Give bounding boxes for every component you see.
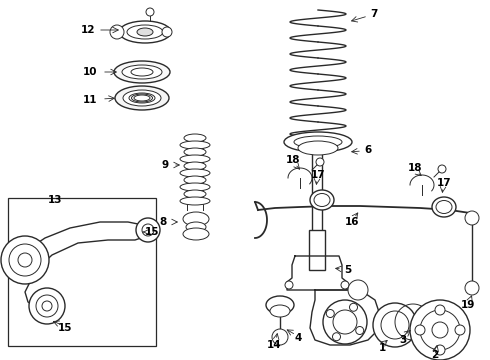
Text: 3: 3 xyxy=(399,335,407,345)
Ellipse shape xyxy=(134,95,150,101)
Ellipse shape xyxy=(131,94,152,102)
Text: 10: 10 xyxy=(83,67,97,77)
Text: 19: 19 xyxy=(461,300,475,310)
Ellipse shape xyxy=(184,176,206,184)
Circle shape xyxy=(9,244,41,276)
Ellipse shape xyxy=(180,183,210,191)
Ellipse shape xyxy=(180,197,210,205)
Text: 12: 12 xyxy=(81,25,95,35)
Bar xyxy=(435,201,453,207)
Text: 9: 9 xyxy=(161,160,169,170)
Text: 8: 8 xyxy=(159,217,167,227)
Ellipse shape xyxy=(180,169,210,177)
Circle shape xyxy=(438,165,446,173)
Text: 15: 15 xyxy=(58,323,72,333)
Ellipse shape xyxy=(314,194,330,207)
Text: 4: 4 xyxy=(294,333,302,343)
Ellipse shape xyxy=(184,162,206,170)
Ellipse shape xyxy=(183,212,209,226)
Text: 2: 2 xyxy=(431,350,439,360)
Ellipse shape xyxy=(115,86,169,110)
Circle shape xyxy=(323,300,367,344)
Ellipse shape xyxy=(131,68,153,76)
Circle shape xyxy=(455,325,465,335)
Ellipse shape xyxy=(122,65,162,79)
Ellipse shape xyxy=(183,228,209,240)
Circle shape xyxy=(146,8,154,16)
Circle shape xyxy=(142,224,154,236)
Circle shape xyxy=(349,303,358,311)
Ellipse shape xyxy=(184,148,206,156)
Text: 13: 13 xyxy=(48,195,62,205)
Ellipse shape xyxy=(284,132,352,152)
Ellipse shape xyxy=(137,28,153,36)
FancyBboxPatch shape xyxy=(8,198,156,346)
Text: 1: 1 xyxy=(378,343,386,353)
Text: 6: 6 xyxy=(365,145,371,155)
Ellipse shape xyxy=(114,61,170,83)
Circle shape xyxy=(110,25,124,39)
Circle shape xyxy=(381,311,409,339)
Ellipse shape xyxy=(436,201,452,213)
Circle shape xyxy=(356,327,364,334)
Circle shape xyxy=(415,325,425,335)
Circle shape xyxy=(136,218,160,242)
Text: 17: 17 xyxy=(437,178,451,188)
Circle shape xyxy=(29,288,65,324)
Circle shape xyxy=(42,301,52,311)
Ellipse shape xyxy=(294,136,342,148)
Circle shape xyxy=(162,27,172,37)
Text: 17: 17 xyxy=(311,170,325,180)
Ellipse shape xyxy=(432,197,456,217)
Circle shape xyxy=(326,310,334,318)
Text: 15: 15 xyxy=(145,227,159,237)
Ellipse shape xyxy=(270,305,290,317)
Text: 11: 11 xyxy=(83,95,97,105)
Ellipse shape xyxy=(298,141,338,155)
Text: 7: 7 xyxy=(370,9,378,19)
Circle shape xyxy=(435,305,445,315)
Ellipse shape xyxy=(123,90,161,106)
Ellipse shape xyxy=(266,296,294,314)
Circle shape xyxy=(410,300,470,360)
Circle shape xyxy=(435,345,445,355)
Ellipse shape xyxy=(184,134,206,142)
Circle shape xyxy=(432,322,448,338)
Ellipse shape xyxy=(119,21,171,43)
Ellipse shape xyxy=(186,222,206,232)
Circle shape xyxy=(465,211,479,225)
Circle shape xyxy=(285,281,293,289)
Circle shape xyxy=(316,158,324,166)
Circle shape xyxy=(465,281,479,295)
Ellipse shape xyxy=(310,190,334,210)
Circle shape xyxy=(373,303,417,347)
Circle shape xyxy=(341,281,349,289)
Circle shape xyxy=(1,236,49,284)
Text: 18: 18 xyxy=(408,163,422,173)
Circle shape xyxy=(420,310,460,350)
Circle shape xyxy=(333,333,341,341)
Circle shape xyxy=(333,310,357,334)
Ellipse shape xyxy=(129,93,155,103)
Text: 5: 5 xyxy=(344,265,352,275)
Ellipse shape xyxy=(180,155,210,163)
Circle shape xyxy=(18,253,32,267)
Ellipse shape xyxy=(127,25,163,39)
Ellipse shape xyxy=(184,190,206,198)
Circle shape xyxy=(36,295,58,317)
Text: 18: 18 xyxy=(286,155,300,165)
Bar xyxy=(309,230,325,270)
Circle shape xyxy=(348,280,368,300)
Text: 16: 16 xyxy=(345,217,359,227)
Text: 14: 14 xyxy=(267,340,281,350)
Circle shape xyxy=(272,329,288,345)
Ellipse shape xyxy=(180,141,210,149)
Bar xyxy=(313,194,331,200)
